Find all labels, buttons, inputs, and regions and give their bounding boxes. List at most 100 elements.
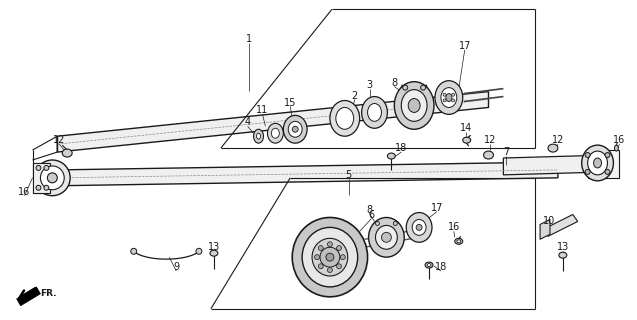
Ellipse shape (548, 144, 558, 152)
Circle shape (315, 255, 320, 260)
Circle shape (403, 85, 408, 90)
Text: 4: 4 (245, 117, 251, 127)
Ellipse shape (330, 100, 360, 136)
Circle shape (375, 221, 380, 225)
Text: 3: 3 (366, 80, 373, 90)
Ellipse shape (312, 238, 348, 276)
Ellipse shape (47, 173, 57, 183)
Text: 10: 10 (543, 216, 555, 227)
Ellipse shape (292, 218, 368, 297)
Ellipse shape (446, 93, 452, 101)
Ellipse shape (425, 262, 433, 268)
Text: 13: 13 (557, 242, 569, 252)
Circle shape (318, 245, 323, 251)
Ellipse shape (394, 82, 434, 129)
Circle shape (318, 264, 323, 269)
Polygon shape (543, 214, 578, 236)
Text: 6: 6 (368, 210, 375, 220)
Ellipse shape (326, 253, 334, 261)
Circle shape (327, 268, 333, 273)
Text: 5: 5 (346, 170, 352, 180)
Circle shape (336, 245, 341, 251)
Ellipse shape (427, 264, 431, 267)
Ellipse shape (483, 151, 494, 159)
Text: 2: 2 (352, 91, 358, 100)
Ellipse shape (408, 99, 420, 112)
Ellipse shape (320, 247, 340, 267)
Circle shape (44, 185, 49, 190)
Circle shape (443, 99, 446, 102)
Ellipse shape (292, 126, 298, 132)
Text: 11: 11 (256, 105, 269, 116)
Ellipse shape (457, 240, 461, 243)
Ellipse shape (268, 123, 283, 143)
Ellipse shape (588, 151, 608, 175)
Text: FR.: FR. (40, 289, 57, 298)
Text: 17: 17 (431, 203, 443, 212)
Polygon shape (57, 92, 489, 152)
Ellipse shape (210, 250, 218, 256)
Circle shape (420, 85, 426, 90)
Ellipse shape (283, 116, 307, 143)
Circle shape (452, 99, 455, 102)
Ellipse shape (406, 212, 432, 242)
Circle shape (605, 153, 610, 157)
Circle shape (585, 153, 590, 157)
Circle shape (443, 93, 446, 96)
Ellipse shape (594, 158, 601, 168)
Text: 15: 15 (284, 98, 296, 108)
Text: 8: 8 (391, 78, 397, 88)
Circle shape (131, 248, 137, 254)
Ellipse shape (336, 108, 354, 129)
Text: 12: 12 (552, 135, 564, 145)
Ellipse shape (455, 238, 462, 244)
Ellipse shape (289, 121, 302, 137)
Ellipse shape (40, 166, 64, 190)
Text: 16: 16 (448, 222, 460, 232)
Polygon shape (17, 287, 40, 306)
Text: 17: 17 (459, 41, 471, 51)
Ellipse shape (257, 133, 261, 139)
Text: 9: 9 (173, 262, 179, 272)
Circle shape (196, 248, 202, 254)
Circle shape (340, 255, 345, 260)
Polygon shape (588, 150, 619, 178)
Text: 7: 7 (503, 147, 510, 157)
Circle shape (327, 242, 333, 247)
Circle shape (36, 185, 41, 190)
Text: 12: 12 (484, 135, 497, 145)
Ellipse shape (615, 145, 619, 151)
Ellipse shape (368, 103, 382, 121)
Text: 18: 18 (435, 262, 447, 272)
Ellipse shape (362, 97, 387, 128)
Ellipse shape (375, 225, 397, 249)
Text: 16: 16 (18, 187, 31, 197)
Ellipse shape (582, 145, 613, 181)
Ellipse shape (382, 232, 391, 242)
Ellipse shape (62, 149, 72, 157)
Ellipse shape (254, 129, 264, 143)
Text: 8: 8 (366, 204, 373, 215)
Ellipse shape (462, 137, 471, 143)
Polygon shape (32, 163, 50, 193)
Ellipse shape (412, 220, 426, 235)
Ellipse shape (435, 81, 462, 114)
Polygon shape (57, 162, 558, 186)
Polygon shape (503, 155, 608, 175)
Text: 1: 1 (245, 34, 252, 44)
Text: 18: 18 (395, 143, 408, 153)
Ellipse shape (271, 128, 280, 138)
Circle shape (452, 93, 455, 96)
Circle shape (605, 169, 610, 174)
Polygon shape (540, 220, 550, 239)
Text: 16: 16 (613, 135, 626, 145)
Ellipse shape (401, 90, 427, 121)
Ellipse shape (559, 252, 567, 258)
Ellipse shape (302, 228, 357, 287)
Ellipse shape (387, 153, 396, 159)
Text: 14: 14 (459, 123, 472, 133)
Circle shape (585, 169, 590, 174)
Circle shape (393, 221, 397, 225)
Ellipse shape (369, 218, 404, 257)
Ellipse shape (34, 160, 70, 196)
